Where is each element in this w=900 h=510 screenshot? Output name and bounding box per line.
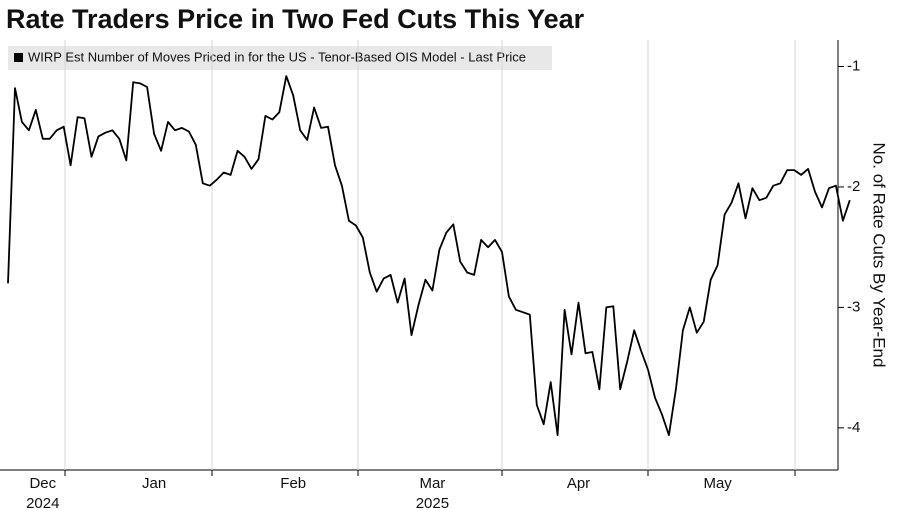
legend-swatch	[14, 53, 23, 62]
y-axis-label: No. of Rate Cuts By Year-End	[870, 143, 889, 368]
x-tick-label: Mar 2025	[415, 475, 450, 510]
legend-label: WIRP Est Number of Moves Priced in for t…	[28, 49, 526, 64]
x-tick-label: Apr	[566, 475, 591, 492]
y-tick-label: -4	[847, 419, 860, 436]
x-tick-label: Feb	[280, 475, 307, 492]
y-tick-label: -1	[847, 57, 860, 74]
y-tick-label: -2	[847, 178, 860, 195]
x-tick-label: Dec 2024	[26, 475, 60, 510]
y-tick-label: -3	[847, 298, 860, 315]
x-tick-label: May	[703, 475, 732, 492]
chart-title: Rate Traders Price in Two Fed Cuts This …	[6, 4, 585, 34]
x-tick-label: Jan	[142, 475, 167, 492]
line-series	[7, 75, 851, 436]
legend-box	[8, 46, 552, 70]
